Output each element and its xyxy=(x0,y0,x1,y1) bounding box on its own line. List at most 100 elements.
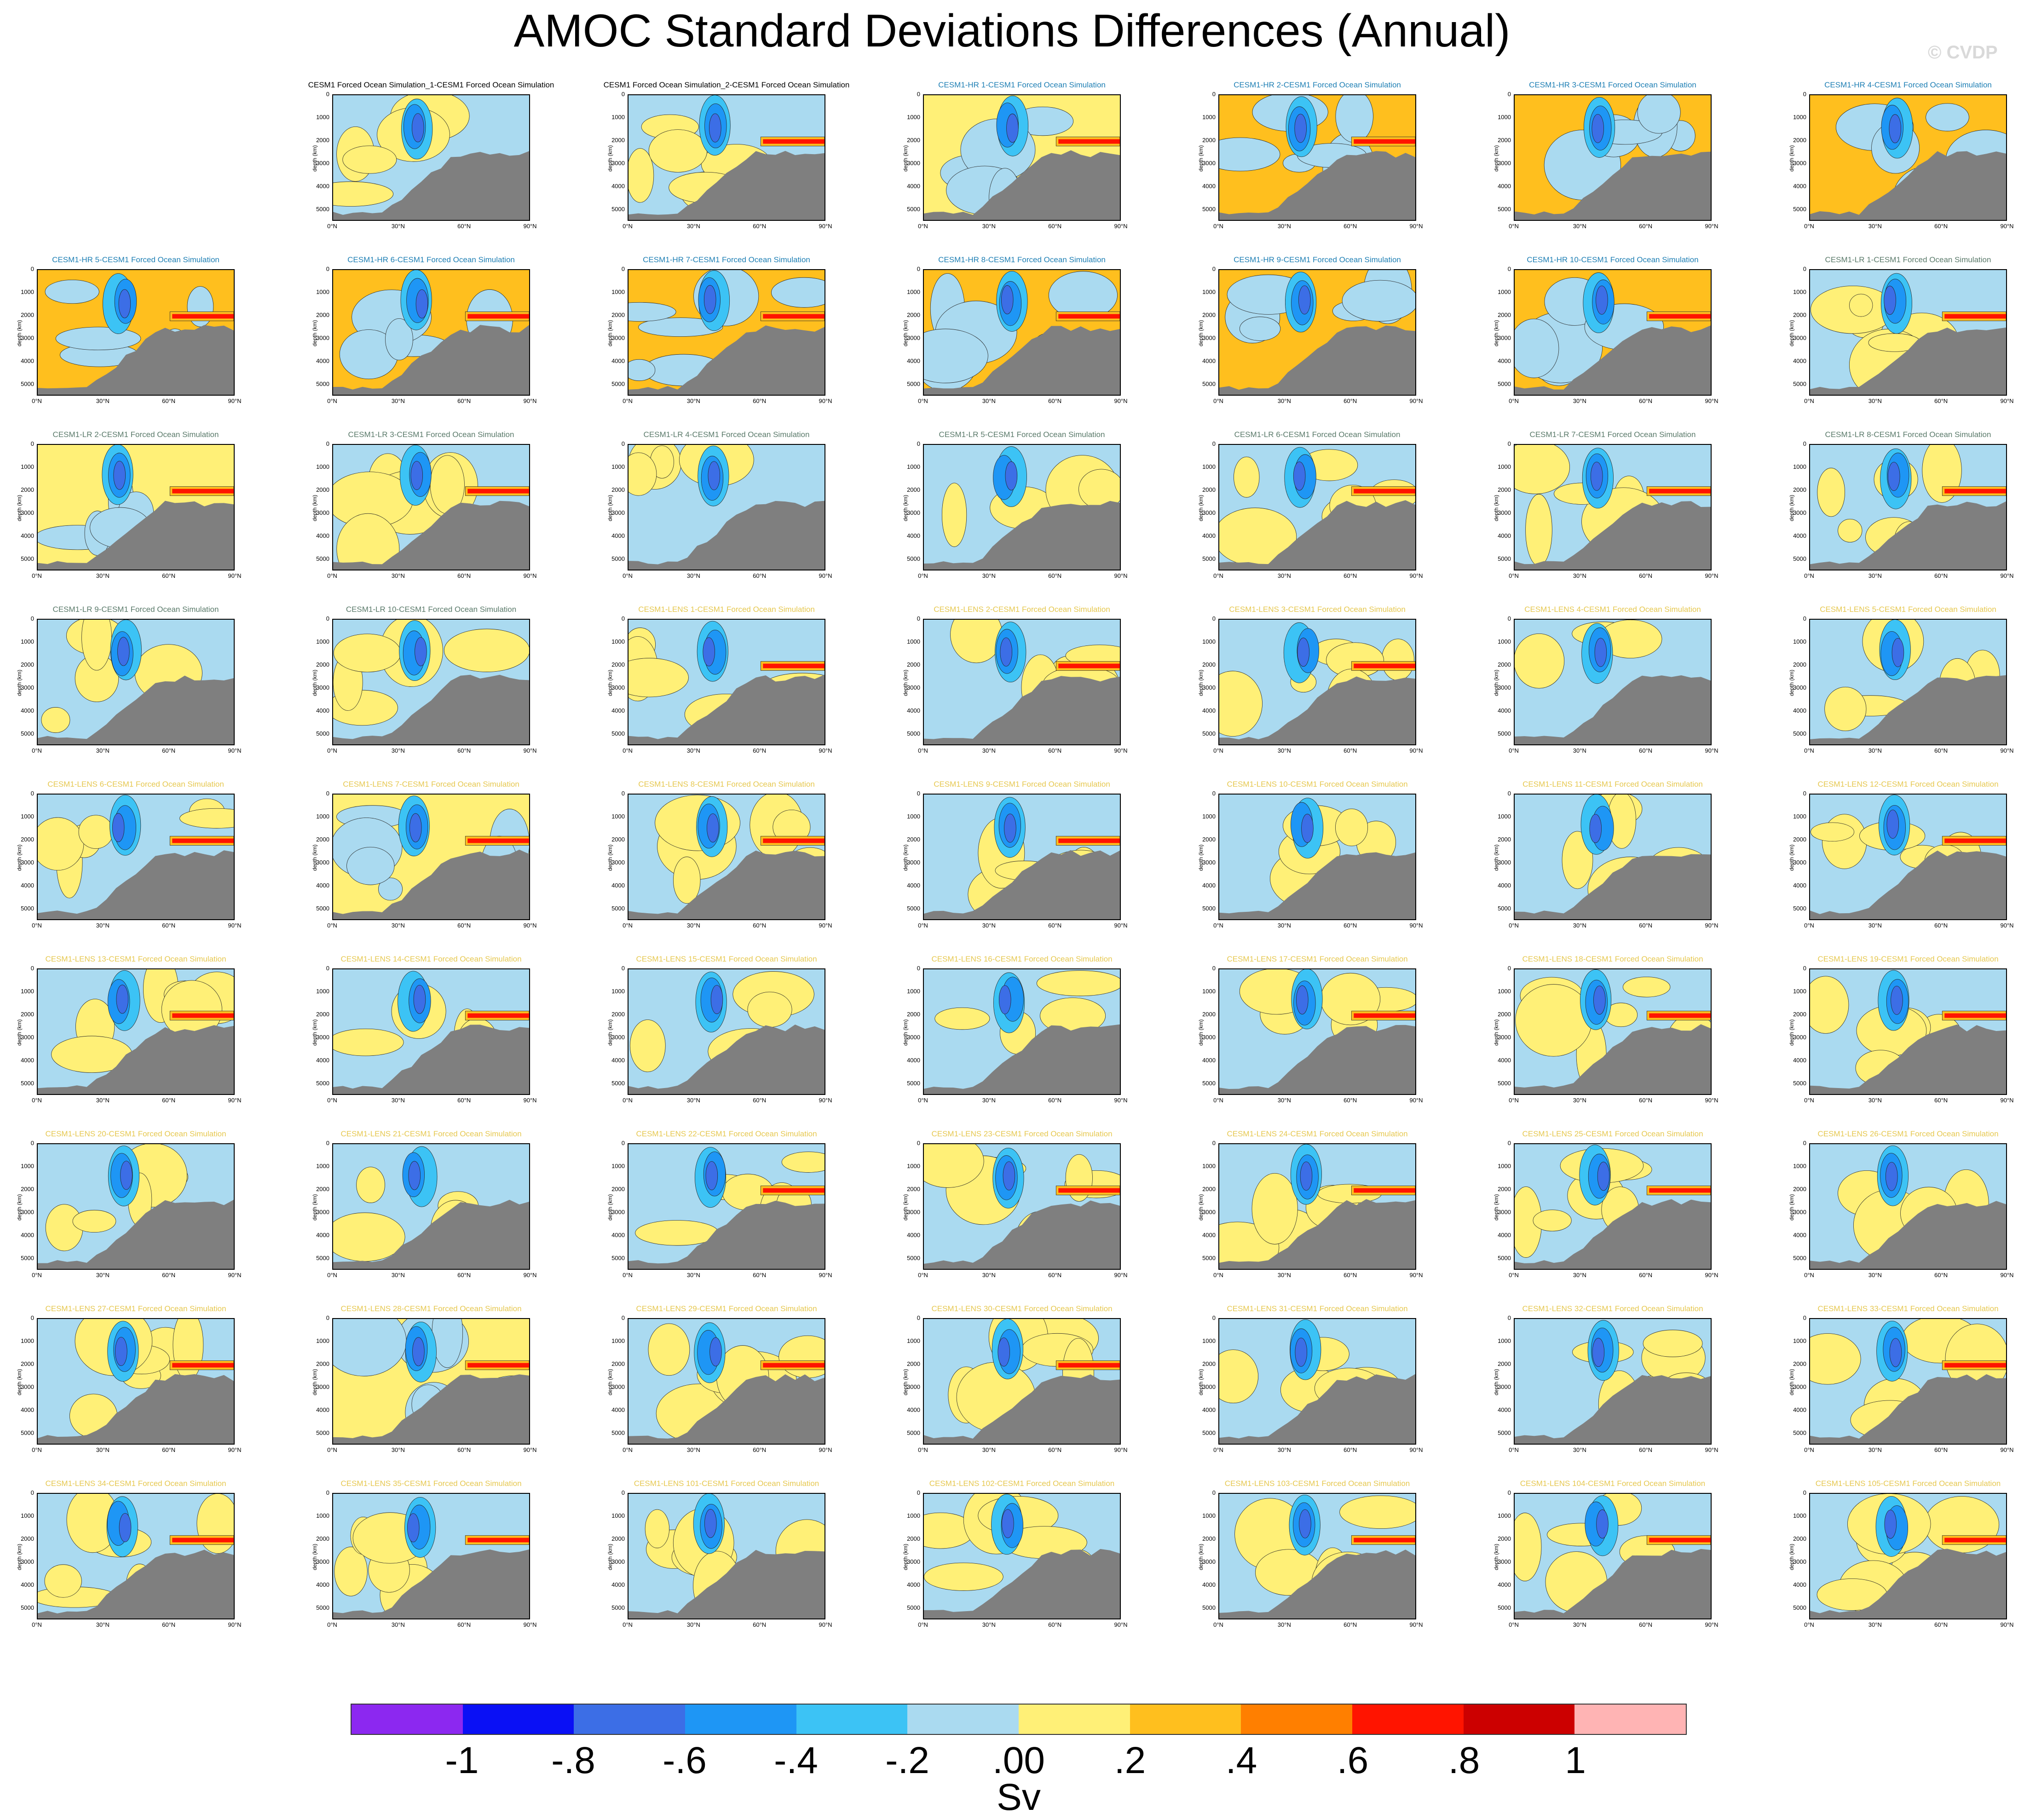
y-tick-label: 1000 xyxy=(611,288,625,295)
x-tick-label: 90°N xyxy=(1705,1097,1718,1104)
chart-panel: CESM1-LENS 24-CESM1 Forced Ocean Simulat… xyxy=(1198,1129,1444,1288)
y-tick-label: 2000 xyxy=(1793,1360,1806,1367)
positive-core xyxy=(172,314,234,319)
x-tick-label: 60°N xyxy=(1639,1097,1653,1104)
panel-title: CESM1-HR 8-CESM1 Forced Ocean Simulation xyxy=(938,255,1106,264)
negative-core xyxy=(707,813,719,843)
field-patch xyxy=(55,327,141,351)
x-tick-label: 0°N xyxy=(327,1621,337,1628)
field-patch xyxy=(1926,103,1969,132)
field-patch xyxy=(673,857,701,904)
colorbar-swatch xyxy=(1352,1705,1464,1734)
panel-title: CESM1-LENS 105-CESM1 Forced Ocean Simula… xyxy=(1815,1479,2001,1488)
chart-panel: CESM1-HR 2-CESM1 Forced Ocean Simulation… xyxy=(1198,81,1444,239)
negative-core xyxy=(704,1509,717,1538)
x-tick-label: 30°N xyxy=(391,922,405,929)
x-tick-label: 60°N xyxy=(1344,397,1357,404)
x-tick-label: 0°N xyxy=(1509,223,1519,230)
chart-panel: CESM1-LENS 105-CESM1 Forced Ocean Simula… xyxy=(1788,1479,2024,1638)
field-patch xyxy=(1036,970,1120,996)
y-tick-label: 1000 xyxy=(611,114,625,121)
negative-core xyxy=(998,985,1011,1014)
x-tick-label: 90°N xyxy=(228,572,242,579)
panel-field xyxy=(924,446,1120,570)
x-tick-label: 90°N xyxy=(819,1621,832,1628)
y-tick-label: 4000 xyxy=(1498,183,1511,190)
y-tick-label: 3000 xyxy=(907,1383,920,1390)
x-tick-label: 90°N xyxy=(1114,1621,1128,1628)
panel-field xyxy=(1810,970,2006,1094)
negative-core xyxy=(410,461,423,490)
y-tick-label: 1000 xyxy=(907,463,920,470)
negative-core xyxy=(1886,809,1899,839)
panel-field xyxy=(924,620,1120,744)
y-tick-label: 1000 xyxy=(316,114,329,121)
y-axis-label: depth (km) xyxy=(1493,844,1499,871)
y-tick-label: 4000 xyxy=(21,707,34,714)
y-tick-label: 0 xyxy=(1507,615,1511,622)
y-tick-label: 4000 xyxy=(21,1057,34,1064)
seafloor xyxy=(629,1025,825,1094)
y-tick-label: 5000 xyxy=(611,905,625,912)
x-tick-label: 30°N xyxy=(686,1097,700,1104)
y-tick-label: 3000 xyxy=(907,684,920,691)
field-patch xyxy=(747,991,792,1028)
x-tick-label: 90°N xyxy=(1705,1621,1718,1628)
positive-core xyxy=(1058,663,1120,668)
y-tick-label: 3000 xyxy=(1793,1209,1806,1215)
positive-core xyxy=(1944,1013,2006,1018)
y-tick-label: 0 xyxy=(917,440,920,447)
y-tick-label: 4000 xyxy=(1498,1581,1511,1588)
panel-field xyxy=(1515,620,1711,744)
y-tick-label: 1000 xyxy=(316,463,329,470)
x-tick-label: 90°N xyxy=(523,572,537,579)
x-tick-label: 90°N xyxy=(1409,922,1423,929)
y-tick-label: 4000 xyxy=(1202,532,1216,539)
y-axis-label: depth (km) xyxy=(311,320,318,346)
x-tick-label: 0°N xyxy=(623,922,633,929)
y-tick-label: 0 xyxy=(1507,440,1511,447)
y-tick-label: 1000 xyxy=(1498,288,1511,295)
x-tick-label: 30°N xyxy=(982,1272,996,1279)
x-tick-label: 60°N xyxy=(1639,397,1653,404)
x-tick-label: 30°N xyxy=(1277,1097,1291,1104)
y-tick-label: 0 xyxy=(326,91,329,98)
positive-core xyxy=(1649,314,1711,319)
y-tick-label: 5000 xyxy=(611,1255,625,1261)
field-patch xyxy=(378,877,403,901)
y-tick-label: 1000 xyxy=(1202,288,1216,295)
y-tick-label: 2000 xyxy=(21,311,34,318)
y-tick-label: 3000 xyxy=(1498,1558,1511,1565)
panel-plot xyxy=(628,94,825,221)
y-axis-label: depth (km) xyxy=(607,320,613,346)
x-tick-label: 30°N xyxy=(982,747,996,754)
y-tick-label: 2000 xyxy=(907,486,920,493)
panel-title: CESM1-LR 1-CESM1 Forced Ocean Simulation xyxy=(1825,255,1991,264)
y-axis-label: depth (km) xyxy=(902,1194,909,1221)
field-patch xyxy=(1637,95,1681,134)
y-axis-label: depth (km) xyxy=(607,1194,613,1221)
x-tick-label: 0°N xyxy=(1213,1097,1223,1104)
y-tick-label: 2000 xyxy=(611,661,625,668)
chart-panel: CESM1-LENS 14-CESM1 Forced Ocean Simulat… xyxy=(311,955,558,1113)
x-tick-label: 90°N xyxy=(2000,572,2014,579)
panel-field xyxy=(38,969,234,1094)
chart-panel: CESM1-LR 10-CESM1 Forced Ocean Simulatio… xyxy=(311,605,558,764)
x-tick-label: 30°N xyxy=(96,1272,110,1279)
seafloor xyxy=(924,1024,1120,1094)
y-tick-label: 5000 xyxy=(907,1604,920,1611)
y-tick-label: 2000 xyxy=(1793,1535,1806,1542)
y-tick-label: 3000 xyxy=(1498,160,1511,167)
y-tick-label: 0 xyxy=(1212,615,1216,622)
y-tick-label: 2000 xyxy=(907,137,920,144)
negative-core xyxy=(703,637,715,667)
panel-field xyxy=(1515,1494,1711,1618)
field-patch xyxy=(1824,686,1867,731)
y-tick-label: 5000 xyxy=(907,1080,920,1087)
panel-plot xyxy=(1809,269,2007,396)
panel-title: CESM1-LENS 21-CESM1 Forced Ocean Simulat… xyxy=(340,1129,522,1138)
y-tick-label: 3000 xyxy=(21,334,34,341)
y-tick-label: 2000 xyxy=(1498,836,1511,843)
x-tick-label: 0°N xyxy=(1509,572,1519,579)
chart-panel: CESM1-LENS 11-CESM1 Forced Ocean Simulat… xyxy=(1493,780,1739,939)
